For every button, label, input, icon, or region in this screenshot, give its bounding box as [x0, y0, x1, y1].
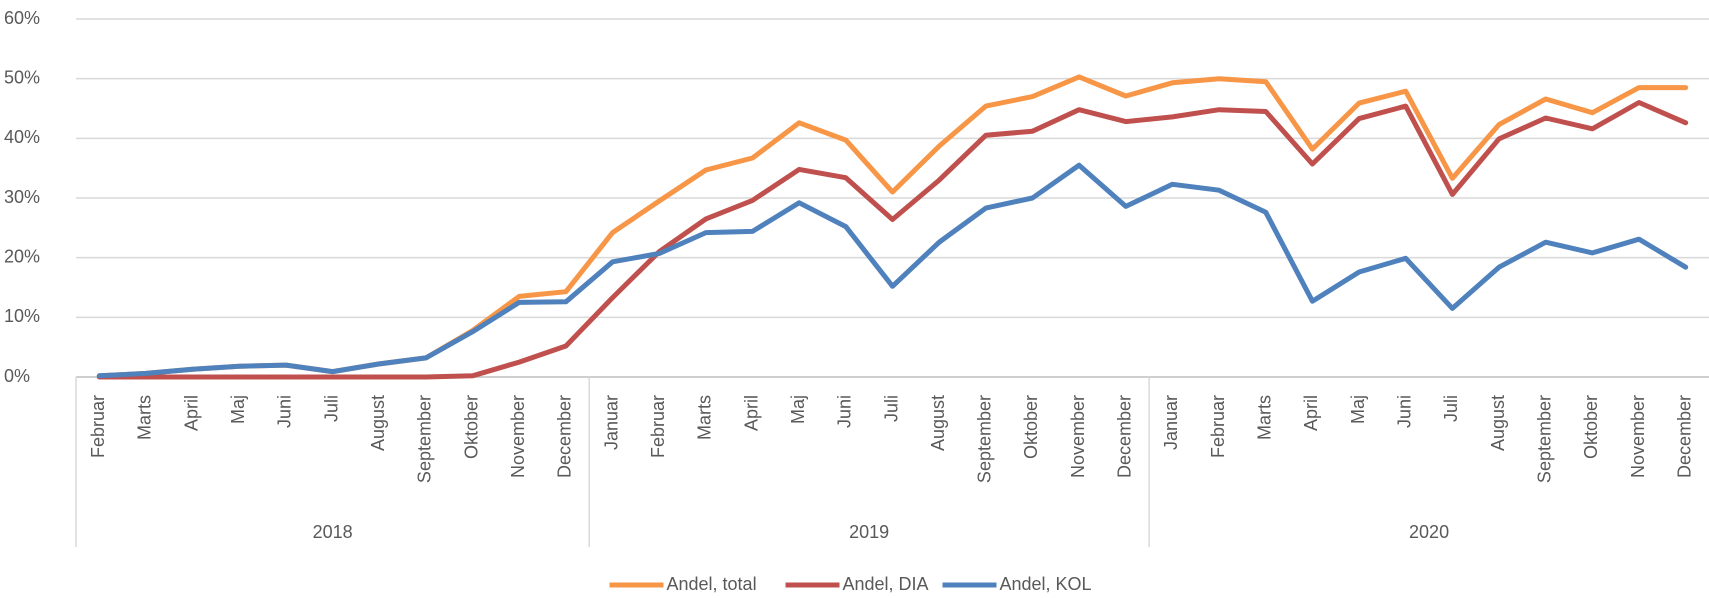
x-tick-label: December [1674, 395, 1694, 478]
x-tick-label: Juni [275, 395, 295, 428]
x-tick-label: September [975, 395, 995, 483]
y-tick-label: 10% [4, 306, 40, 326]
x-tick-label: Februar [648, 395, 668, 458]
x-tick-label: August [928, 395, 948, 451]
x-tick-label: Februar [1208, 395, 1228, 458]
x-tick-label: April [1301, 395, 1321, 431]
x-tick-label: September [1534, 395, 1554, 483]
x-tick-label: November [1628, 395, 1648, 478]
y-tick-label: 40% [4, 127, 40, 147]
x-tick-label: April [181, 395, 201, 431]
x-tick-label: Oktober [1021, 395, 1041, 459]
series-line [96, 100, 1689, 380]
x-tick-label: Oktober [1581, 395, 1601, 459]
x-tick-label: Juni [835, 395, 855, 428]
x-tick-label: December [555, 395, 575, 478]
x-tick-label: Maj [228, 395, 248, 424]
group-label: 2018 [313, 522, 353, 542]
x-tick-label: Maj [788, 395, 808, 424]
x-tick-label: Februar [88, 395, 108, 458]
x-tick-label: April [741, 395, 761, 431]
x-tick-label: November [508, 395, 528, 478]
x-tick-label: August [1488, 395, 1508, 451]
group-label: 2019 [849, 522, 889, 542]
x-tick-label: Januar [1161, 395, 1181, 450]
y-tick-label: 20% [4, 246, 40, 266]
x-tick-label: Marts [135, 395, 155, 440]
x-tick-label: Marts [1255, 395, 1275, 440]
y-tick-label: 30% [4, 187, 40, 207]
x-tick-label: Juli [881, 395, 901, 422]
y-tick-label: 50% [4, 67, 40, 87]
x-tick-label: Oktober [461, 395, 481, 459]
x-tick-label: Juli [321, 395, 341, 422]
legend-label: Andel, KOL [1000, 574, 1092, 594]
group-label: 2020 [1409, 522, 1449, 542]
x-tick-label: Januar [601, 395, 621, 450]
series-line [96, 74, 1689, 379]
x-tick-label: September [415, 395, 435, 483]
legend-label: Andel, DIA [843, 574, 929, 594]
x-tick-label: Juni [1394, 395, 1414, 428]
y-tick-label: 60% [4, 8, 40, 28]
legend-label: Andel, total [667, 574, 757, 594]
x-tick-label: December [1115, 395, 1135, 478]
series-line [96, 162, 1689, 379]
x-tick-label: Maj [1348, 395, 1368, 424]
x-tick-label: November [1068, 395, 1088, 478]
x-tick-label: Marts [695, 395, 715, 440]
x-tick-label: August [368, 395, 388, 451]
x-tick-label: Juli [1441, 395, 1461, 422]
y-tick-label: 0% [4, 366, 30, 386]
